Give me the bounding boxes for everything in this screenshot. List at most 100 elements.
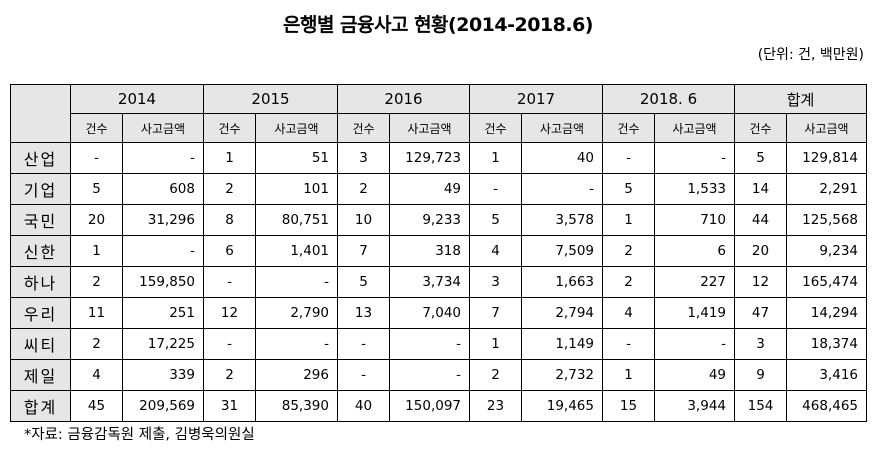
amount-cell: 318 [389, 235, 470, 267]
count-cell: 4 [469, 235, 522, 267]
amount-header: 사고금액 [389, 113, 470, 143]
count-cell: - [203, 328, 256, 360]
amount-header: 사고금액 [122, 113, 204, 143]
amount-cell: 3,734 [389, 266, 470, 298]
count-cell: 23 [469, 390, 522, 422]
count-cell: 6 [203, 235, 256, 267]
count-cell: 1 [469, 328, 522, 360]
count-cell: 1 [203, 142, 256, 174]
table-row: 씨티 2 17,225- - - -1 1,149- -3 18,374 [10, 328, 867, 360]
table-body: 산업 - -1 51 3 129,723 1 40- -5 129,814 기업 5 608 2 101 2 4… [10, 142, 867, 422]
amount-cell: 19,465 [521, 390, 603, 422]
count-cell: 2 [70, 266, 123, 298]
amount-cell: 468,465 [786, 390, 867, 422]
amount-cell: 1,533 [654, 173, 735, 205]
count-cell: 45 [70, 390, 123, 422]
amount-cell: 129,723 [389, 142, 470, 174]
count-cell: 5 [70, 173, 123, 205]
amount-header: 사고금액 [521, 113, 603, 143]
table-row: 우리 11 251 12 2,790 13 7,040 7 2,794 4 1,419 47 14,29… [10, 297, 867, 329]
amount-cell: 9,233 [389, 204, 470, 236]
count-cell: 2 [337, 173, 390, 205]
bank-incident-table: 2014 2015 2016 2017 2018. 6 합계 건수 사고금액 건… [10, 84, 867, 422]
amount-cell: 6 [654, 235, 735, 267]
count-cell: 20 [734, 235, 787, 267]
count-cell: - [602, 328, 655, 360]
count-cell: 12 [203, 297, 256, 329]
amount-cell: - [122, 235, 204, 267]
amount-cell: 251 [122, 297, 204, 329]
count-cell: 12 [734, 266, 787, 298]
count-cell: 31 [203, 390, 256, 422]
count-cell: 1 [469, 142, 522, 174]
bank-name: 합계 [10, 390, 71, 422]
count-cell: 8 [203, 204, 256, 236]
amount-cell: 7,040 [389, 297, 470, 329]
count-cell: - [70, 142, 123, 174]
amount-cell: 1,663 [521, 266, 603, 298]
count-cell: 20 [70, 204, 123, 236]
count-cell: 3 [469, 266, 522, 298]
count-header: 건수 [203, 113, 256, 143]
count-cell: 5 [602, 173, 655, 205]
amount-cell: 1,149 [521, 328, 603, 360]
amount-cell: 14,294 [786, 297, 867, 329]
amount-cell: 159,850 [122, 266, 204, 298]
source-footnote: *자료: 금융감독원 제출, 김병욱의원실 [24, 427, 255, 443]
count-cell: 13 [337, 297, 390, 329]
count-header: 건수 [70, 113, 123, 143]
period-header: 합계 [734, 84, 867, 114]
count-cell: 4 [602, 297, 655, 329]
count-cell: 154 [734, 390, 787, 422]
table-row: 국민 20 31,296 8 80,751 10 9,233 5 3,578 1 710 44 125,… [10, 204, 867, 236]
count-cell: 44 [734, 204, 787, 236]
count-cell: 5 [337, 266, 390, 298]
period-header: 2014 [70, 84, 204, 114]
amount-cell: - [255, 266, 338, 298]
amount-cell: 85,390 [255, 390, 338, 422]
amount-cell: 296 [255, 359, 338, 391]
bank-name: 하나 [10, 266, 71, 298]
count-cell: 2 [602, 266, 655, 298]
amount-cell: 1,419 [654, 297, 735, 329]
count-cell: 2 [469, 359, 522, 391]
amount-cell: 129,814 [786, 142, 867, 174]
amount-cell: 209,569 [122, 390, 204, 422]
bank-name: 국민 [10, 204, 71, 236]
count-cell: 15 [602, 390, 655, 422]
count-cell: 2 [70, 328, 123, 360]
amount-cell: 2,794 [521, 297, 603, 329]
count-cell: 14 [734, 173, 787, 205]
count-cell: 7 [337, 235, 390, 267]
count-cell: - [337, 328, 390, 360]
table-row: 산업 - -1 51 3 129,723 1 40- -5 129,814 [10, 142, 867, 174]
amount-cell: - [255, 328, 338, 360]
count-cell: - [203, 266, 256, 298]
amount-cell: - [654, 142, 735, 174]
table-row: 제일 4 339 2 296- -2 2,732 1 49 9 3,416 [10, 359, 867, 391]
period-header: 2017 [469, 84, 603, 114]
count-cell: - [469, 173, 522, 205]
amount-cell: 40 [521, 142, 603, 174]
table-row: 신한 1-6 1,401 7 318 4 7,509 2 6 20 9,234 [10, 235, 867, 267]
amount-header: 사고금액 [255, 113, 338, 143]
amount-cell: - [389, 359, 470, 391]
count-cell: - [337, 359, 390, 391]
count-cell: 7 [469, 297, 522, 329]
amount-header: 사고금액 [786, 113, 867, 143]
bank-name: 산업 [10, 142, 71, 174]
header-row-periods: 2014 2015 2016 2017 2018. 6 합계 [10, 84, 867, 143]
period-header: 2018. 6 [602, 84, 735, 114]
bank-name: 기업 [10, 173, 71, 205]
period-header: 2015 [203, 84, 338, 114]
count-header: 건수 [469, 113, 522, 143]
corner-cell [10, 84, 71, 143]
amount-cell: 3,578 [521, 204, 603, 236]
total-row: 합계 45 209,569 31 85,390 40 150,097 23 19,465 15 3,… [10, 390, 867, 422]
count-cell: 2 [602, 235, 655, 267]
count-cell: 2 [203, 359, 256, 391]
count-cell: 47 [734, 297, 787, 329]
amount-cell: 49 [389, 173, 470, 205]
amount-cell: 2,732 [521, 359, 603, 391]
count-cell: 3 [734, 328, 787, 360]
